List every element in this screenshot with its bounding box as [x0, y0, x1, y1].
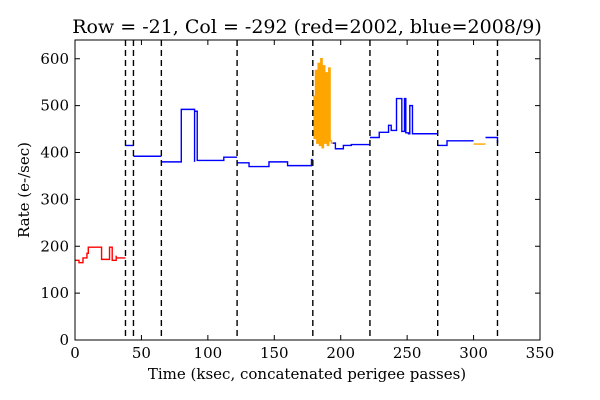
y-tick-label: 600: [40, 50, 69, 68]
series-line-blue-9: [437, 140, 474, 147]
y-tick-label: 300: [40, 190, 69, 208]
plot-area: [75, 40, 499, 340]
series-line-blue-7: [332, 142, 370, 150]
series-line-blue-8: [369, 97, 438, 139]
y-tick-label: 500: [40, 97, 69, 115]
y-tick-label: 0: [59, 331, 69, 349]
x-tick-label: 50: [132, 344, 151, 362]
y-tick-label: 200: [40, 237, 69, 255]
x-tick-label: 300: [459, 344, 488, 362]
x-tick-label: 100: [194, 344, 223, 362]
series-line-blue-11: [485, 136, 499, 144]
chart-title: Row = -21, Col = -292 (red=2002, blue=20…: [72, 16, 542, 38]
x-tick-label: 150: [260, 344, 289, 362]
y-tick-label: 400: [40, 144, 69, 162]
x-tick-label: 250: [393, 344, 422, 362]
y-axis: 0 100 200 300 400 500 600: [40, 50, 540, 349]
x-tick-label: 200: [326, 344, 355, 362]
x-axis-label: Time (ksec, concatenated perigee passes): [148, 365, 466, 383]
series-line-blue-5: [237, 158, 313, 168]
y-axis-label: Rate (e-/sec): [15, 142, 33, 238]
x-tick-label: 0: [70, 344, 80, 362]
series-line-orange-6: [312, 58, 333, 149]
series-line-red-1: [75, 246, 126, 264]
series-line-blue-4: [161, 108, 238, 163]
x-tick-label: 350: [526, 344, 555, 362]
y-tick-label: 100: [40, 284, 69, 302]
plot-frame: [74, 39, 541, 341]
x-axis: 0 50 100 150 200 250 300 350: [70, 40, 554, 362]
